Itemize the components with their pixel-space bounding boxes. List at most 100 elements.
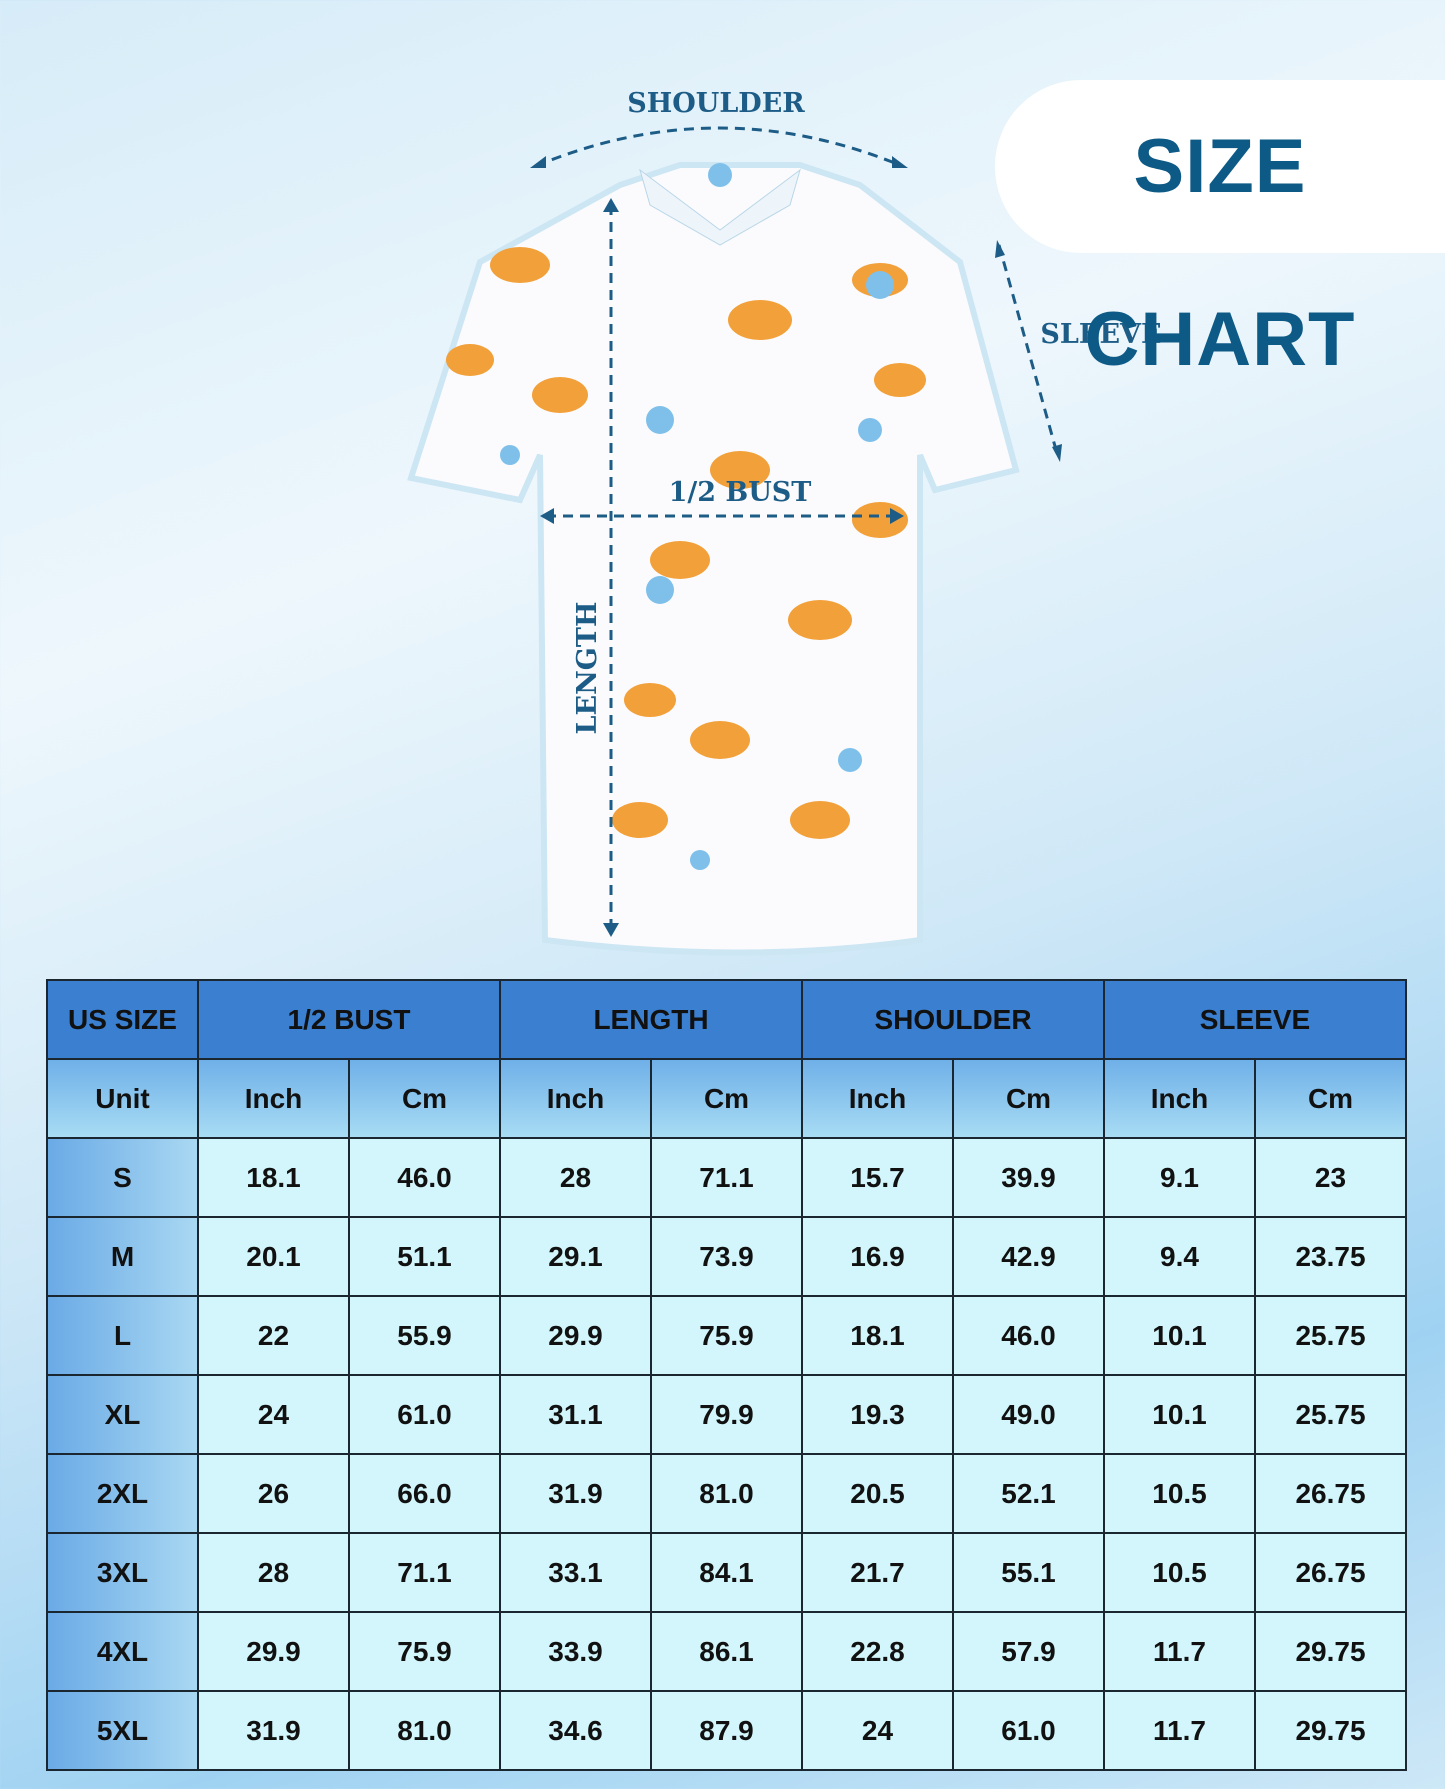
table-cell: 10.5	[1103, 1532, 1256, 1613]
table-cell: 29.1	[499, 1216, 652, 1297]
table-cell: 23	[1254, 1137, 1407, 1218]
table-row: XL 24 61.0 31.1 79.9 19.3 49.0 10.1 25.75	[46, 1374, 1407, 1455]
table-cell: LENGTH	[499, 979, 803, 1060]
table-cell: 18.1	[801, 1295, 954, 1376]
table-cell: 33.9	[499, 1611, 652, 1692]
table-cell: 10.5	[1103, 1453, 1256, 1534]
table-cell: Inch	[197, 1058, 350, 1139]
table-cell: 42.9	[952, 1216, 1105, 1297]
table-cell: SHOULDER	[801, 979, 1105, 1060]
table-row: S 18.1 46.0 28 71.1 15.7 39.9 9.1 23	[46, 1137, 1407, 1218]
table-cell: 46.0	[348, 1137, 501, 1218]
table-cell: Cm	[1254, 1058, 1407, 1139]
table-cell: 2XL	[46, 1453, 199, 1534]
table-row: 5XL 31.9 81.0 34.6 87.9 24 61.0 11.7 29.75	[46, 1690, 1407, 1771]
table-cell: 21.7	[801, 1532, 954, 1613]
table-cell: 31.1	[499, 1374, 652, 1455]
table-cell: 19.3	[801, 1374, 954, 1455]
table-cell: S	[46, 1137, 199, 1218]
table-cell: 46.0	[952, 1295, 1105, 1376]
table-cell: XL	[46, 1374, 199, 1455]
table-cell: 25.75	[1254, 1374, 1407, 1455]
table-cell: 34.6	[499, 1690, 652, 1771]
table-cell: 23.75	[1254, 1216, 1407, 1297]
table-cell: 26.75	[1254, 1453, 1407, 1534]
table-cell: 55.1	[952, 1532, 1105, 1613]
table-cell: 28	[197, 1532, 350, 1613]
collar	[639, 168, 801, 246]
table-row: M 20.1 51.1 29.1 73.9 16.9 42.9 9.4 23.75	[46, 1216, 1407, 1297]
table-cell: 26.75	[1254, 1532, 1407, 1613]
table-cell: 61.0	[348, 1374, 501, 1455]
table-cell: 26	[197, 1453, 350, 1534]
table-cell: 66.0	[348, 1453, 501, 1534]
title-badge: SIZE CHART	[995, 80, 1445, 382]
table-cell: 20.1	[197, 1216, 350, 1297]
table-cell: 29.9	[499, 1295, 652, 1376]
arrow-heads	[530, 156, 1062, 937]
table-cell: 79.9	[650, 1374, 803, 1455]
table-cell: 4XL	[46, 1611, 199, 1692]
table-cell: 55.9	[348, 1295, 501, 1376]
table-cell: 71.1	[650, 1137, 803, 1218]
table-cell: 28	[499, 1137, 652, 1218]
table-cell: 61.0	[952, 1690, 1105, 1771]
table-cell: 31.9	[499, 1453, 652, 1534]
fish-pattern	[446, 247, 926, 839]
table-cell: 29.75	[1254, 1611, 1407, 1692]
table-cell: Cm	[952, 1058, 1105, 1139]
table-cell: Inch	[499, 1058, 652, 1139]
table-cell: 52.1	[952, 1453, 1105, 1534]
table-cell: 16.9	[801, 1216, 954, 1297]
table-row: US SIZE 1/2 BUST LENGTH SHOULDER SLEEVE	[46, 979, 1407, 1060]
bust-label: 1/2 BUST	[669, 477, 812, 508]
shirt	[407, 162, 1020, 956]
table-row: 3XL 28 71.1 33.1 84.1 21.7 55.1 10.5 26.75	[46, 1532, 1407, 1613]
table-cell: 33.1	[499, 1532, 652, 1613]
table-cell: 81.0	[650, 1453, 803, 1534]
table-cell: 75.9	[348, 1611, 501, 1692]
table-cell: 75.9	[650, 1295, 803, 1376]
table-cell: 22.8	[801, 1611, 954, 1692]
table-cell: 86.1	[650, 1611, 803, 1692]
table-cell: Cm	[348, 1058, 501, 1139]
table-cell: 24	[801, 1690, 954, 1771]
table-cell: 9.1	[1103, 1137, 1256, 1218]
table-cell: 81.0	[348, 1690, 501, 1771]
table-cell: 1/2 BUST	[197, 979, 501, 1060]
table-cell: Unit	[46, 1058, 199, 1139]
table-cell: 31.9	[197, 1690, 350, 1771]
table-cell: 9.4	[1103, 1216, 1256, 1297]
table-cell: L	[46, 1295, 199, 1376]
table-cell: 5XL	[46, 1690, 199, 1771]
table-cell: 29.9	[197, 1611, 350, 1692]
table-cell: US SIZE	[46, 979, 199, 1060]
table-cell: SLEEVE	[1103, 979, 1407, 1060]
measure-lines	[535, 126, 1060, 930]
table-cell: 15.7	[801, 1137, 954, 1218]
table-cell: Cm	[650, 1058, 803, 1139]
table-cell: 39.9	[952, 1137, 1105, 1218]
table-row: 4XL 29.9 75.9 33.9 86.1 22.8 57.9 11.7 29.75	[46, 1611, 1407, 1692]
table-row: Unit Inch Cm Inch Cm Inch Cm Inch Cm	[46, 1058, 1407, 1139]
table-cell: 57.9	[952, 1611, 1105, 1692]
table-row: 2XL 26 66.0 31.9 81.0 20.5 52.1 10.5 26.75	[46, 1453, 1407, 1534]
table-cell: 25.75	[1254, 1295, 1407, 1376]
table-cell: 73.9	[650, 1216, 803, 1297]
sleeve-label: SLEEVE	[1040, 319, 1161, 350]
table-cell: 10.1	[1103, 1374, 1256, 1455]
table-cell: 11.7	[1103, 1690, 1256, 1771]
table-cell: Inch	[1103, 1058, 1256, 1139]
table-cell: 3XL	[46, 1532, 199, 1613]
table-cell: 87.9	[650, 1690, 803, 1771]
starfish-pattern	[500, 163, 894, 870]
table-cell: 29.75	[1254, 1690, 1407, 1771]
table-cell: Inch	[801, 1058, 954, 1139]
table-cell: 10.1	[1103, 1295, 1256, 1376]
table-cell: M	[46, 1216, 199, 1297]
table-cell: 22	[197, 1295, 350, 1376]
shoulder-label: SHOULDER	[627, 88, 805, 119]
table-cell: 11.7	[1103, 1611, 1256, 1692]
table-cell: 24	[197, 1374, 350, 1455]
